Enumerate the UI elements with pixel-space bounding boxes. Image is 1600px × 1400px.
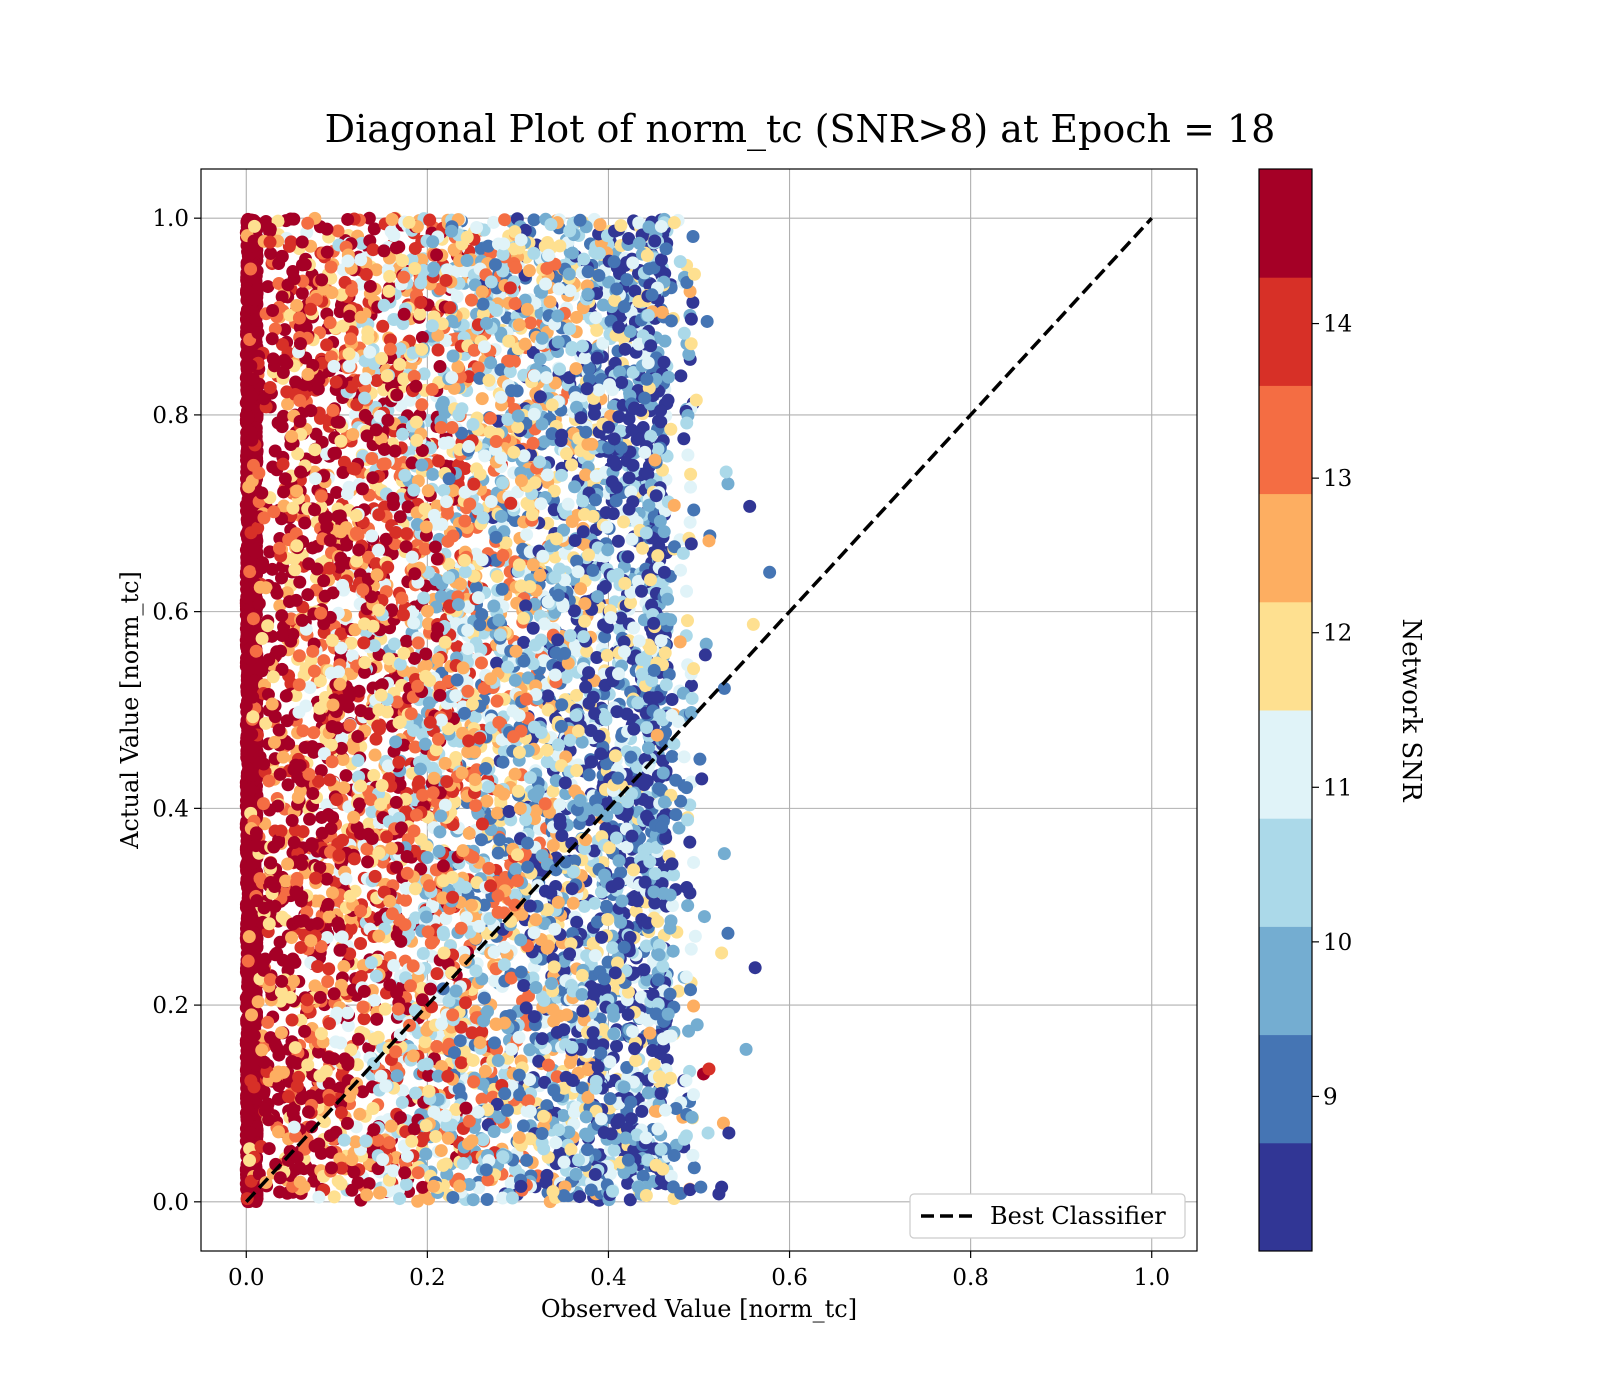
scatter-point [317, 654, 331, 668]
scatter-point [527, 213, 541, 227]
scatter-point [240, 1113, 254, 1127]
scatter-point [295, 286, 309, 300]
scatter-point [243, 872, 257, 886]
scatter-point [330, 485, 344, 499]
scatter-point [241, 590, 255, 604]
scatter-point [249, 313, 263, 327]
scatter-point [475, 392, 489, 406]
scatter-point [376, 319, 390, 333]
scatter-point [554, 468, 568, 482]
scatter-point [450, 290, 464, 304]
scatter-point [321, 974, 335, 988]
scatter-point [264, 246, 278, 260]
scatter-point [285, 1013, 299, 1027]
scatter-point [610, 1039, 624, 1053]
scatter-point [251, 995, 265, 1009]
scatter-point [570, 915, 584, 929]
scatter-point [247, 982, 261, 996]
plot-area: 0.0 0.2 0.4 0.6 0.8 1.0 0.00.20.40.60.81.0 [152, 168, 1198, 1291]
scatter-point [241, 1103, 255, 1117]
scatter-point [540, 755, 554, 769]
scatter-point [317, 1115, 331, 1129]
scatter-point [248, 293, 262, 307]
chart-title: Diagonal Plot of norm_tc (SNR>8) at Epoc… [325, 107, 1276, 152]
scatter-point [246, 768, 260, 782]
scatter-point [475, 1092, 489, 1106]
scatter-point [246, 856, 260, 870]
scatter-point [240, 1091, 254, 1105]
scatter-point [399, 893, 413, 907]
scatter-point [261, 280, 275, 294]
scatter-point [244, 915, 258, 929]
scatter-layer [239, 211, 701, 1209]
scatter-point [249, 644, 263, 658]
